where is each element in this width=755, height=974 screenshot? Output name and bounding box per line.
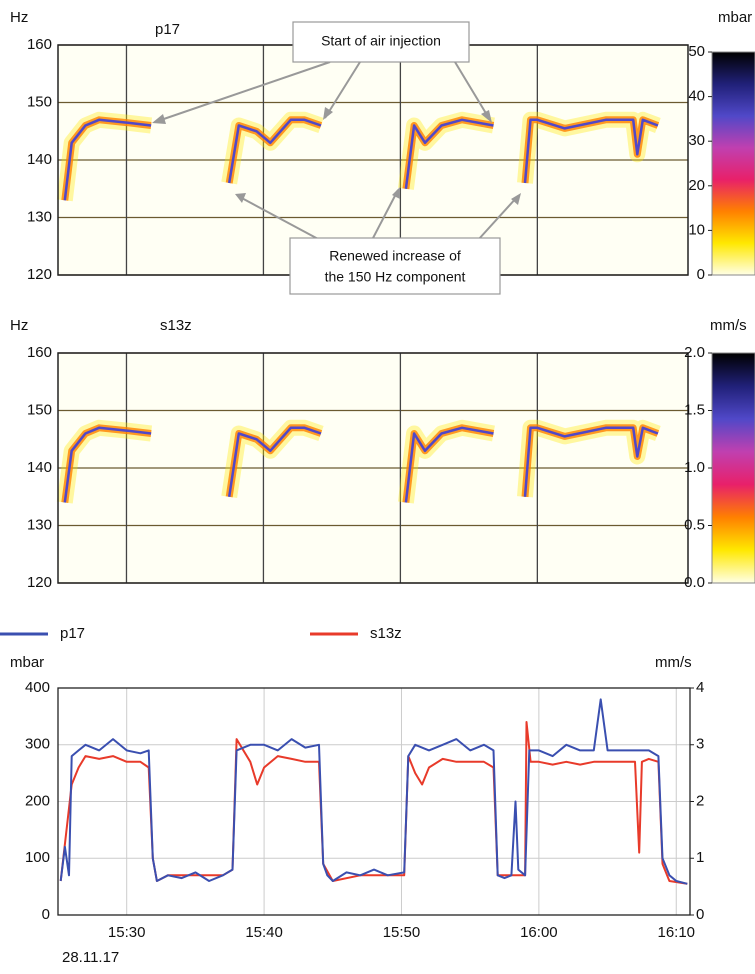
- arrow: [454, 61, 491, 121]
- trace: [227, 426, 322, 497]
- legend-label: s13z: [370, 625, 402, 642]
- arrow-head: [511, 193, 521, 205]
- arrow-head: [235, 193, 246, 203]
- annotations: Start of air injection Renewed increase …: [152, 21, 521, 295]
- trace: [227, 118, 322, 184]
- colorbar-tick-label: 20: [688, 177, 705, 194]
- colorbar-label: mm/s: [710, 317, 747, 334]
- trace: [404, 118, 494, 189]
- colorbar-label: mbar: [718, 9, 752, 26]
- colorbar-tick-label: 0: [697, 266, 705, 283]
- arrow: [237, 195, 321, 241]
- y-tick-label: 130: [27, 208, 52, 225]
- y-tick-label: 120: [27, 266, 52, 283]
- colorbar-tick-label: 0.5: [684, 516, 705, 533]
- y-tick-label: 100: [25, 849, 50, 866]
- trace: [63, 118, 152, 201]
- colorbar-tick-label: 0.0: [684, 574, 705, 591]
- arrow: [477, 195, 519, 241]
- x-tick-label: 16:10: [657, 924, 695, 941]
- colorbar-tick-label: 10: [688, 221, 705, 238]
- colorbar-tick-label: 50: [688, 43, 705, 60]
- y2-tick-label: 4: [696, 679, 704, 696]
- colorbar-tick-label: 1.0: [684, 459, 705, 476]
- y2-axis-label: mm/s: [655, 654, 692, 671]
- x-tick-label: 15:30: [108, 924, 146, 941]
- colorbar-tick-label: 1.5: [684, 401, 705, 418]
- date-label: 28.11.17: [62, 949, 119, 966]
- y-tick-label: 150: [27, 401, 52, 418]
- y-axis-label: mbar: [10, 654, 44, 671]
- annotation: Renewed increase of: [329, 248, 461, 264]
- x-tick-label: 16:00: [520, 924, 558, 941]
- colorbar-tick-label: 40: [688, 88, 705, 105]
- y-tick-label: 400: [25, 679, 50, 696]
- plot-border: [57, 687, 691, 916]
- plot-border: [57, 352, 689, 584]
- annotation: the 150 Hz component: [325, 269, 466, 285]
- y-tick-label: 200: [25, 792, 50, 809]
- charts: 12013014015016001020304050Hzp17mbar12013…: [0, 9, 755, 966]
- series-line: [59, 698, 688, 885]
- y-tick-label: 120: [27, 574, 52, 591]
- colorbar-tick-label: 2.0: [684, 344, 705, 361]
- arrow-head: [323, 107, 333, 120]
- y-tick-label: 300: [25, 736, 50, 753]
- y2-tick-label: 1: [696, 849, 704, 866]
- x-tick-label: 15:40: [245, 924, 283, 941]
- annotation-box: [289, 237, 501, 295]
- trace: [523, 426, 659, 497]
- arrow: [371, 189, 399, 241]
- arrow: [324, 61, 361, 119]
- chart-title: p17: [155, 21, 180, 38]
- arrow-head: [392, 187, 400, 199]
- arrow: [154, 61, 331, 123]
- x-tick-label: 15:50: [383, 924, 421, 941]
- y-tick-label: 0: [42, 906, 50, 923]
- annotation: Start of air injection: [321, 33, 441, 49]
- legend-label: p17: [60, 625, 85, 642]
- colorbar-tick-label: 30: [688, 132, 705, 149]
- y-tick-label: 140: [27, 151, 52, 168]
- annotation-box: [292, 21, 470, 63]
- y2-tick-label: 0: [696, 906, 704, 923]
- trace: [63, 426, 152, 503]
- colorbar: [711, 352, 755, 584]
- y2-tick-label: 3: [696, 736, 704, 753]
- trace: [523, 118, 659, 184]
- y-tick-label: 160: [27, 344, 52, 361]
- y-tick-label: 140: [27, 459, 52, 476]
- annotation-arrows: [154, 61, 519, 241]
- trace: [404, 426, 494, 503]
- y-axis-label: Hz: [10, 317, 28, 334]
- y-tick-label: 160: [27, 36, 52, 53]
- arrow-head: [152, 114, 166, 124]
- arrow-head: [481, 110, 492, 123]
- arrow-heads: [152, 107, 521, 205]
- y2-tick-label: 2: [696, 792, 704, 809]
- y-axis-label: Hz: [10, 9, 28, 26]
- colorbar: [711, 51, 755, 276]
- y-tick-label: 130: [27, 516, 52, 533]
- chart-title: s13z: [160, 317, 192, 334]
- y-tick-label: 150: [27, 93, 52, 110]
